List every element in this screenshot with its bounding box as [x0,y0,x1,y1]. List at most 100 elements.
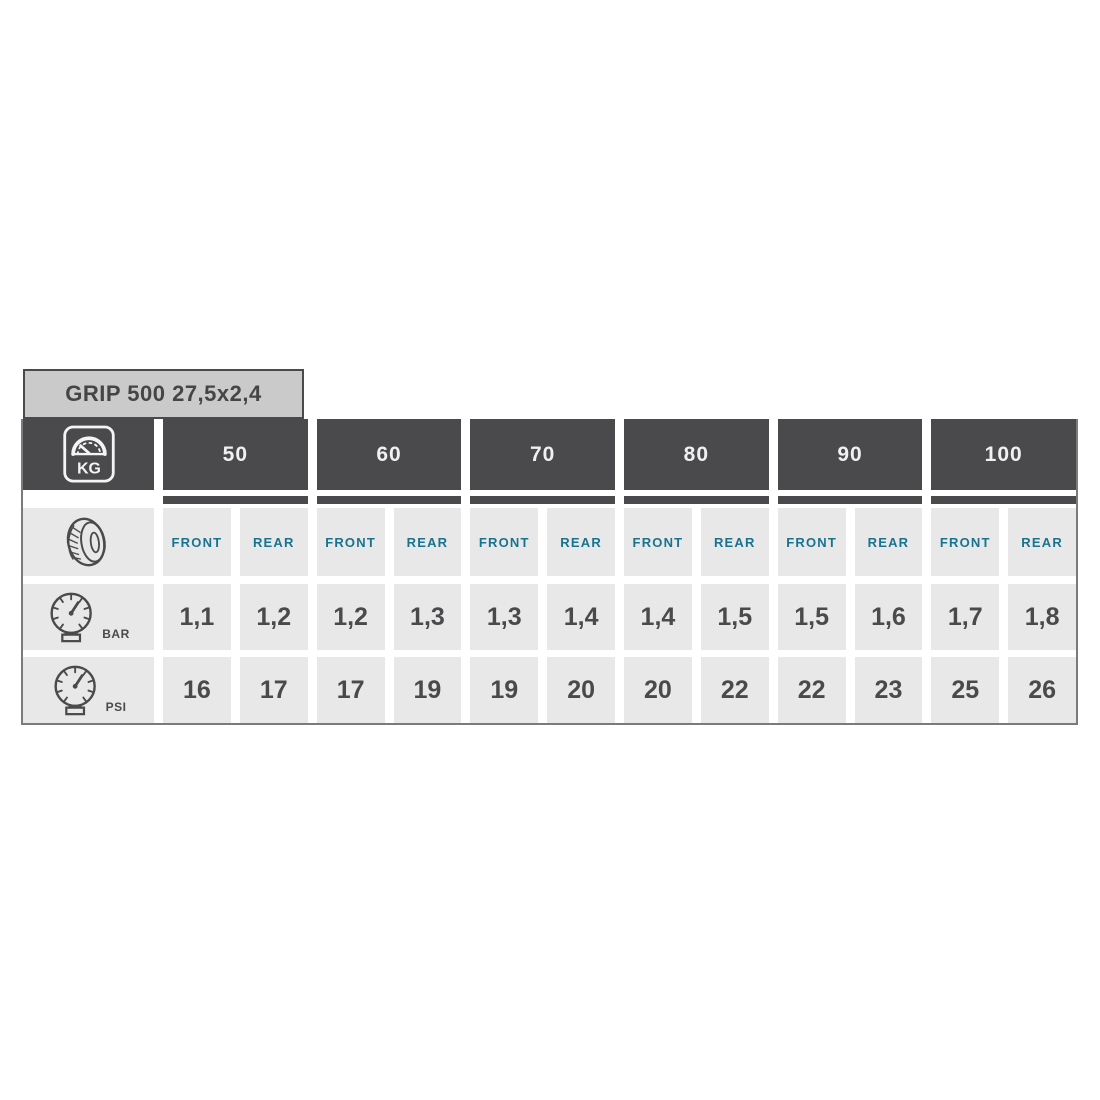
bar-front-value: 1,1 [179,602,215,631]
weight-header-row: KG 50 60 70 80 90 100 [23,419,1077,490]
psi-front-value-cell: 22 [777,657,846,723]
weight-value: 50 [222,442,249,466]
rear-label-cell: REAR [1008,508,1077,576]
position-group-70: FRONT REAR [470,508,616,576]
group-underline [163,496,308,504]
bar-group-50: 1,1 1,2 [163,584,308,650]
position-group-100: FRONT REAR [931,508,1077,576]
weight-kg-cell: KG [23,419,154,490]
front-label: FRONT [632,534,684,550]
bar-front-value: 1,4 [640,602,676,631]
weight-header-cell-70: 70 [470,419,616,490]
front-label-cell: FRONT [163,508,231,576]
bar-group-60: 1,2 1,3 [316,584,462,650]
weight-value: 70 [530,442,556,466]
rear-label: REAR [1021,534,1063,550]
bar-rear-value: 1,8 [1024,602,1060,631]
weight-header-cell-90: 90 [777,419,923,490]
psi-rear-value: 26 [1028,675,1057,704]
front-label: FRONT [171,534,223,550]
product-title-box: GRIP 500 27,5x2,4 [23,369,304,419]
front-label-cell: FRONT [470,508,539,576]
psi-group-80: 20 22 [624,657,769,723]
psi-front-value: 16 [183,675,211,704]
pressure-table: KG 50 60 70 80 90 100 [21,419,1078,725]
product-title: GRIP 500 27,5x2,4 [65,381,262,406]
psi-unit-cell: PSI [23,657,154,723]
pressure-gauge-icon [54,665,96,716]
bar-rear-value: 1,5 [717,602,753,631]
front-label-cell: FRONT [777,508,846,576]
weight-header-cell-100: 100 [931,419,1077,490]
bar-front-value-cell: 1,3 [470,584,539,650]
rear-label: REAR [713,534,756,550]
psi-front-value-cell: 20 [624,657,692,723]
bar-group-70: 1,3 1,4 [470,584,616,650]
psi-front-value-cell: 16 [163,657,231,723]
bar-rear-value-cell: 1,3 [393,584,462,650]
bar-rear-value: 1,3 [410,602,445,631]
bar-front-value: 1,5 [794,602,829,631]
front-label-cell: FRONT [931,508,1000,576]
weight-value: 60 [376,442,402,466]
psi-rear-value: 22 [720,675,749,704]
psi-group-50: 16 17 [163,657,308,723]
underline-spacer [23,490,154,508]
psi-front-value: 22 [797,675,826,704]
bar-front-value: 1,3 [486,602,522,631]
rear-label: REAR [867,534,910,550]
group-underline [777,496,923,504]
bar-group-100: 1,7 1,8 [931,584,1077,650]
weight-value: 90 [837,442,863,466]
position-group-50: FRONT REAR [163,508,308,576]
front-label: FRONT [939,534,991,550]
psi-rear-value: 17 [259,675,288,704]
kg-label: KG [77,460,101,477]
psi-unit-label: PSI [105,700,127,714]
bar-rear-value-cell: 1,6 [854,584,923,650]
bar-front-value-cell: 1,4 [624,584,692,650]
position-group-60: FRONT REAR [316,508,462,576]
bar-rear-value-cell: 1,5 [700,584,769,650]
bar-rear-value: 1,4 [563,602,599,631]
weight-value: 80 [683,442,710,466]
front-label: FRONT [325,534,376,550]
rear-label-cell: REAR [393,508,462,576]
rear-label: REAR [406,534,449,550]
psi-front-value: 20 [644,675,672,704]
position-label-row: FRONT REAR FRONT REAR FRONT REAR FRONT R… [23,508,1077,576]
bar-front-value-cell: 1,2 [316,584,385,650]
group-underline [470,496,616,504]
psi-front-value: 19 [490,675,519,704]
group-underline-row [23,490,1077,508]
psi-rear-value-cell: 22 [700,657,769,723]
weight-header-cell-60: 60 [316,419,462,490]
bar-rear-value-cell: 1,8 [1008,584,1077,650]
bar-front-value: 1,2 [333,602,368,631]
rear-label-cell: REAR [700,508,769,576]
group-underline [624,496,769,504]
psi-rear-value: 23 [874,675,903,704]
psi-front-value: 17 [336,675,365,704]
bar-group-90: 1,5 1,6 [777,584,923,650]
tire-icon-cell [23,508,154,576]
psi-rear-value-cell: 20 [547,657,616,723]
psi-rear-value: 19 [413,675,442,704]
psi-row: PSI 16 17 17 19 19 20 20 22 22 23 [23,657,1077,723]
rear-label-cell: REAR [854,508,923,576]
weight-header-cell-50: 50 [163,419,308,490]
tire-icon [66,517,106,567]
front-label-cell: FRONT [316,508,385,576]
pressure-gauge-icon [50,592,93,643]
bar-rear-value-cell: 1,4 [547,584,616,650]
rear-label: REAR [252,534,295,550]
psi-front-value-cell: 17 [316,657,385,723]
psi-rear-value-cell: 17 [239,657,308,723]
bar-unit-label: BAR [102,627,130,641]
bar-rear-value-cell: 1,2 [239,584,308,650]
group-underline [316,496,462,504]
psi-rear-value-cell: 23 [854,657,923,723]
bar-front-value-cell: 1,7 [931,584,1000,650]
weight-value: 100 [984,442,1023,466]
bar-front-value-cell: 1,1 [163,584,231,650]
